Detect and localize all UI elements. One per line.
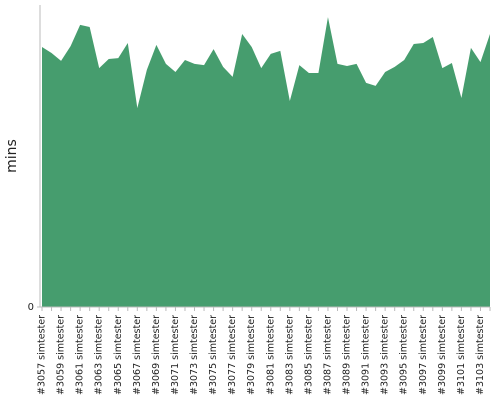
x-tick-label: #3071 simtester <box>170 315 181 395</box>
x-tick-label: #3091 simtester <box>361 315 372 395</box>
x-tick-label: #3075 simtester <box>208 315 219 395</box>
x-tick-label: #3067 simtester <box>132 315 143 395</box>
area <box>42 17 490 308</box>
x-tick-label: #3073 simtester <box>189 315 200 395</box>
x-tick-label: #3079 simtester <box>246 315 257 395</box>
x-tick-label: #3057 simtester <box>37 315 48 395</box>
x-tick-label: #3085 simtester <box>303 315 314 395</box>
x-tick-label: #3065 simtester <box>113 315 124 395</box>
x-tick-label: #3097 simtester <box>418 315 429 395</box>
x-tick-label: #3061 simtester <box>75 315 86 395</box>
x-tick-label: #3059 simtester <box>56 315 67 395</box>
y-axis-label: mins <box>4 139 20 173</box>
x-tick-label: #3063 simtester <box>94 315 105 395</box>
x-tick-label: #3093 simtester <box>380 315 391 395</box>
x-tick-label: #3095 simtester <box>399 315 410 395</box>
x-tick-label: #3101 simtester <box>456 315 467 395</box>
x-tick-label: #3083 simtester <box>284 315 295 395</box>
x-tick-label: #3081 simtester <box>265 315 276 395</box>
x-tick-label: #3069 simtester <box>151 315 162 395</box>
y-tick-label: 0 <box>28 302 34 313</box>
x-tick-label: #3099 simtester <box>437 315 448 395</box>
x-tick-label: #3077 simtester <box>227 315 238 395</box>
x-tick-label: #3089 simtester <box>342 315 353 395</box>
x-tick-label: #3103 simtester <box>475 315 486 395</box>
x-tick-label: #3087 simtester <box>322 315 333 395</box>
